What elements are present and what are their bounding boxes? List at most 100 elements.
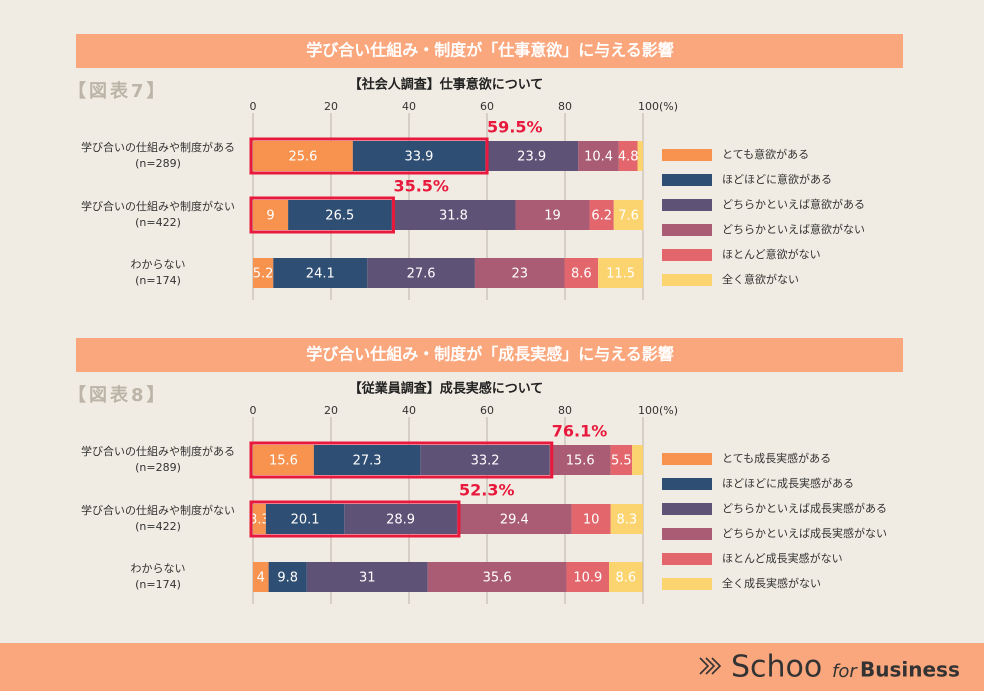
category-count: (n=422) xyxy=(135,216,181,229)
category-label: 学び合いの仕組みや制度がある xyxy=(81,140,235,154)
bar-segment xyxy=(253,445,314,475)
legend-label: とても意欲がある xyxy=(722,147,809,161)
value-label: 9 xyxy=(266,209,274,224)
bar-segment xyxy=(427,562,567,592)
bar-segment xyxy=(273,258,368,288)
value-label: 5.2 xyxy=(253,267,274,282)
value-label: 25.6 xyxy=(288,150,317,165)
legend-label: 全く成長実感がない xyxy=(722,576,821,590)
legend-label: ほとんど意欲がない xyxy=(722,247,821,261)
value-label: 27.3 xyxy=(353,454,382,469)
legend-swatch xyxy=(662,149,712,161)
legend-label: とても成長実感がある xyxy=(722,451,831,465)
highlight-box xyxy=(249,137,489,175)
value-label: 3.3 xyxy=(249,513,270,528)
bar-segment xyxy=(306,562,428,592)
legend-swatch xyxy=(662,503,712,515)
x-tick-label: 100(%) xyxy=(638,404,678,417)
value-label: 9.8 xyxy=(277,571,298,586)
bar-segment xyxy=(253,562,269,592)
bar-segment xyxy=(253,200,289,230)
highlight-box xyxy=(249,441,554,479)
legend-swatch xyxy=(662,478,712,490)
category-count: (n=422) xyxy=(135,520,181,533)
bar-segment xyxy=(571,504,611,534)
logo-mark xyxy=(699,657,722,675)
value-label: 7.6 xyxy=(618,209,639,224)
bar-segment xyxy=(265,504,345,534)
footer-band xyxy=(0,643,984,691)
section-banner xyxy=(76,338,903,372)
bar-segment xyxy=(313,445,421,475)
value-label: 33.9 xyxy=(404,150,433,165)
chart-subtitle: 【従業員調査】成長実感について xyxy=(349,381,544,397)
legend-swatch xyxy=(662,578,712,590)
category-label: 学び合いの仕組みや制度がない xyxy=(81,503,235,517)
highlight-label: 76.1% xyxy=(552,422,608,441)
value-label: 26.5 xyxy=(325,209,354,224)
bar-segment xyxy=(637,141,643,171)
figure-label: 【図表8】 xyxy=(68,384,168,406)
legend-label: ほどほどに意欲がある xyxy=(722,172,832,186)
category-label: 学び合いの仕組みや制度がある xyxy=(81,444,235,458)
bar-segment xyxy=(564,258,599,288)
bar-segment xyxy=(613,200,644,230)
legend-label: どちらかといえば成長実感がない xyxy=(722,526,887,540)
legend-swatch xyxy=(662,249,712,261)
legend-swatch xyxy=(662,199,712,211)
bar-segment xyxy=(610,504,643,534)
bar-segment xyxy=(598,258,643,288)
value-label: 8.6 xyxy=(571,267,592,282)
x-tick-label: 40 xyxy=(402,100,416,113)
x-tick-label: 60 xyxy=(480,404,494,417)
bar-segment xyxy=(609,562,643,592)
legend-label: 全く意欲がない xyxy=(722,272,799,286)
legend-label: ほとんど成長実感がない xyxy=(722,551,843,565)
logo-business: Business xyxy=(860,658,960,682)
category-count: (n=289) xyxy=(135,157,181,170)
category-count: (n=289) xyxy=(135,461,181,474)
value-label: 15.6 xyxy=(269,454,298,469)
category-label: 学び合いの仕組みや制度がない xyxy=(81,199,235,213)
value-label: 15.6 xyxy=(566,454,595,469)
value-label: 31.8 xyxy=(439,209,468,224)
x-tick-label: 20 xyxy=(324,100,338,113)
category-label: わからない xyxy=(131,258,186,271)
value-label: 11.5 xyxy=(606,267,635,282)
highlight-label: 52.3% xyxy=(459,481,515,500)
bar-segment xyxy=(352,141,486,171)
x-tick-label: 80 xyxy=(558,100,572,113)
section-banner xyxy=(76,34,903,68)
bar-segment xyxy=(632,445,643,475)
bar-segment xyxy=(549,445,611,475)
legend-label: どちらかといえば意欲がない xyxy=(722,222,865,236)
value-label: 10.9 xyxy=(573,571,602,586)
value-label: 8.6 xyxy=(615,571,636,586)
value-label: 10 xyxy=(583,513,600,528)
category-count: (n=174) xyxy=(135,274,181,287)
x-tick-label: 0 xyxy=(250,404,257,417)
value-label: 27.6 xyxy=(407,267,436,282)
value-label: 23 xyxy=(511,267,528,282)
value-label: 24.1 xyxy=(306,267,335,282)
bar-segment xyxy=(288,200,392,230)
section-title: 学び合い仕組み・制度が「成長実感」に与える影響 xyxy=(306,345,674,364)
value-label: 4.8 xyxy=(618,150,639,165)
x-tick-label: 20 xyxy=(324,404,338,417)
x-tick-label: 0 xyxy=(250,100,257,113)
value-label: 28.9 xyxy=(386,513,415,528)
bar-segment xyxy=(456,504,572,534)
logo-brand: Schoo xyxy=(731,650,822,685)
bar-segment xyxy=(485,141,579,171)
x-tick-label: 80 xyxy=(558,404,572,417)
value-label: 35.6 xyxy=(483,571,512,586)
bar-segment xyxy=(253,258,274,288)
value-label: 6.2 xyxy=(591,209,612,224)
highlight-box xyxy=(249,196,395,234)
legend-label: ほどほどに成長実感がある xyxy=(722,476,854,490)
value-label: 4 xyxy=(257,571,265,586)
bar-segment xyxy=(391,200,516,230)
value-label: 23.9 xyxy=(517,150,546,165)
bar-segment xyxy=(618,141,638,171)
